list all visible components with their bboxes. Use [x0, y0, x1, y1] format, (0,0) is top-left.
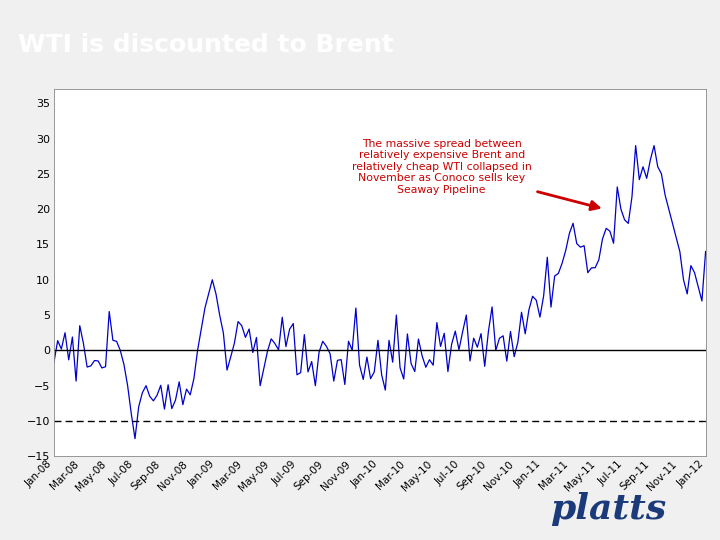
Text: The massive spread between
relatively expensive Brent and
relatively cheap WTI c: The massive spread between relatively ex…: [352, 139, 599, 210]
Text: WTI is discounted to Brent: WTI is discounted to Brent: [18, 33, 394, 57]
Text: platts: platts: [550, 492, 667, 526]
